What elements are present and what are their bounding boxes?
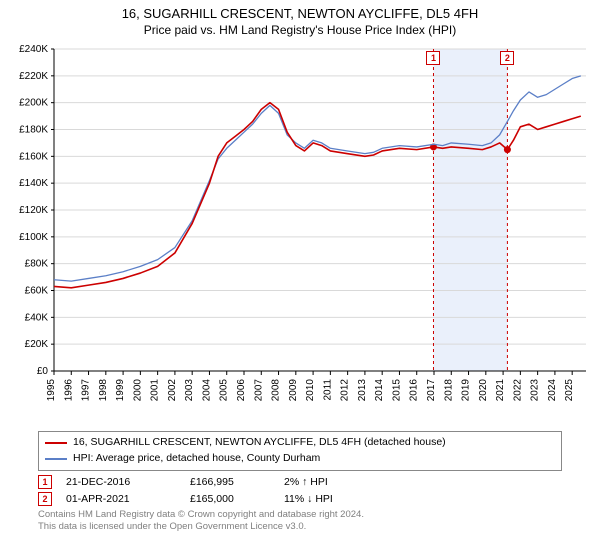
sales-table: 1 21-DEC-2016 £166,995 2% ↑ HPI 2 01-APR-2021… [38,475,562,506]
sale-diff: 2% ↑ HPI [284,476,374,488]
svg-text:1995: 1995 [46,379,57,402]
sale-row: 2 01-APR-2021 £165,000 11% ↓ HPI [38,492,562,506]
svg-text:1997: 1997 [81,379,92,402]
legend-swatch [45,442,67,444]
svg-text:2012: 2012 [340,379,351,402]
chart-marker-label: 1 [426,51,440,65]
svg-text:£60K: £60K [25,286,49,297]
svg-text:£240K: £240K [19,44,48,55]
svg-text:2011: 2011 [322,379,333,401]
svg-text:2025: 2025 [564,379,575,402]
sale-diff: 11% ↓ HPI [284,493,374,505]
svg-text:£40K: £40K [25,312,49,323]
sale-row: 1 21-DEC-2016 £166,995 2% ↑ HPI [38,475,562,489]
svg-text:2018: 2018 [443,379,454,402]
svg-text:2015: 2015 [391,379,402,402]
svg-text:£120K: £120K [19,205,48,216]
svg-text:£20K: £20K [25,339,49,350]
footnote-line2: This data is licensed under the Open Gov… [38,521,562,533]
svg-text:2009: 2009 [288,379,299,402]
svg-text:2003: 2003 [184,379,195,402]
svg-text:2023: 2023 [530,379,541,402]
sale-marker: 1 [38,475,52,489]
chart-area: £0 £20K £40K £60K £80K £100K £120K £140K £160K £1… [10,43,590,423]
legend-row: 16, SUGARHILL CRESCENT, NEWTON AYCLIFFE,… [45,435,555,451]
svg-text:2008: 2008 [271,379,282,402]
svg-text:2013: 2013 [357,379,368,402]
svg-text:£180K: £180K [19,125,48,136]
svg-text:2006: 2006 [236,379,247,402]
legend-label: HPI: Average price, detached house, Coun… [73,451,320,467]
sale-price: £166,995 [190,476,270,488]
chart-header: 16, SUGARHILL CRESCENT, NEWTON AYCLIFFE,… [0,0,600,39]
svg-text:£0: £0 [37,366,49,377]
legend-label: 16, SUGARHILL CRESCENT, NEWTON AYCLIFFE,… [73,435,446,451]
footnote-line1: Contains HM Land Registry data © Crown c… [38,509,562,521]
chart-marker-label: 2 [500,51,514,65]
svg-text:1998: 1998 [98,379,109,402]
footnote: Contains HM Land Registry data © Crown c… [38,509,562,534]
svg-text:2020: 2020 [478,379,489,402]
svg-text:2010: 2010 [305,379,316,402]
legend: 16, SUGARHILL CRESCENT, NEWTON AYCLIFFE,… [38,431,562,471]
sale-date: 01-APR-2021 [66,493,176,505]
legend-swatch [45,458,67,460]
svg-text:2017: 2017 [426,379,437,402]
svg-text:2000: 2000 [132,379,143,402]
svg-text:£220K: £220K [19,71,48,82]
chart-title: 16, SUGARHILL CRESCENT, NEWTON AYCLIFFE,… [0,6,600,21]
svg-text:£100K: £100K [19,232,48,243]
svg-text:2019: 2019 [461,379,472,402]
svg-text:2001: 2001 [150,379,161,402]
svg-text:£140K: £140K [19,178,48,189]
svg-text:£80K: £80K [25,259,49,270]
svg-text:2014: 2014 [374,379,385,402]
svg-text:2016: 2016 [409,379,420,402]
svg-text:2004: 2004 [201,379,212,402]
svg-text:1999: 1999 [115,379,126,402]
line-chart-svg: £0 £20K £40K £60K £80K £100K £120K £140K £160K £1… [10,43,590,423]
sale-date: 21-DEC-2016 [66,476,176,488]
svg-text:£160K: £160K [19,151,48,162]
svg-text:2005: 2005 [219,379,230,402]
svg-text:2024: 2024 [547,379,558,402]
legend-row: HPI: Average price, detached house, Coun… [45,451,555,467]
svg-text:1996: 1996 [63,379,74,402]
svg-text:£200K: £200K [19,98,48,109]
sale-price: £165,000 [190,493,270,505]
svg-text:2007: 2007 [253,379,264,402]
chart-subtitle: Price paid vs. HM Land Registry's House … [0,23,600,37]
svg-text:2022: 2022 [512,379,523,402]
svg-text:2002: 2002 [167,379,178,402]
sale-marker: 2 [38,492,52,506]
svg-text:2021: 2021 [495,379,506,402]
